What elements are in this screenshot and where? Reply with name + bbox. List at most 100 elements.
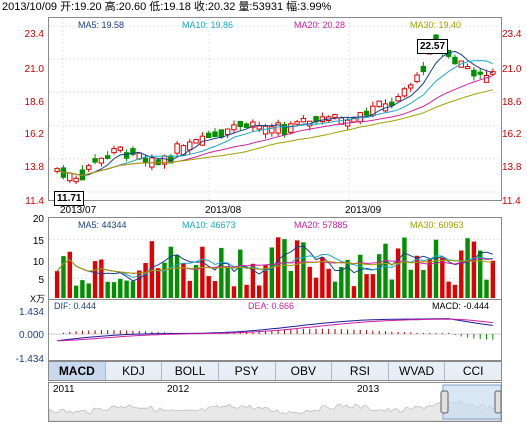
candle-body <box>376 100 382 108</box>
volume-tick: 15 <box>32 236 44 247</box>
volume-bar <box>465 238 470 298</box>
macd-value-label: MACD: -0.444 <box>432 301 490 311</box>
candle-body <box>300 117 307 123</box>
tab-rsi[interactable]: RSI <box>332 362 389 380</box>
overview-area <box>49 400 501 421</box>
price-tick-right: 23.4 <box>502 29 522 40</box>
volume-bar <box>320 257 325 298</box>
volume-bar <box>54 271 60 298</box>
price-tick-right: 13.8 <box>502 162 522 173</box>
volume-bar <box>257 285 262 298</box>
candle-body <box>243 123 250 129</box>
volume-ma5-label: MA5: 44344 <box>78 220 127 230</box>
price-ma30-label: MA30: 19.40 <box>410 20 462 30</box>
price-chart-svg <box>49 18 501 200</box>
candle-body <box>237 120 243 127</box>
volume-bar <box>244 284 249 298</box>
candle-body <box>281 123 288 136</box>
price-tick-left: 23.4 <box>24 29 44 40</box>
volume-ma20-label: MA20: 57885 <box>294 220 348 230</box>
volume-bar <box>313 277 319 298</box>
candle-body <box>332 114 338 118</box>
volume-tick: 5 <box>38 275 44 286</box>
price-x-label-jul: 2013/07 <box>60 205 97 216</box>
volume-bar <box>174 255 180 298</box>
candle-body <box>490 71 496 75</box>
volume-ma30-label: MA30: 60963 <box>410 220 464 230</box>
volume-bar <box>414 255 420 298</box>
volume-bar <box>471 241 477 298</box>
macd-chart-panel[interactable] <box>48 299 502 361</box>
quote-change: 幅:3.99% <box>286 1 332 13</box>
overview-year-2013: 2013 <box>357 384 380 395</box>
volume-bar <box>490 260 496 298</box>
volume-bar <box>181 262 186 298</box>
volume-bar <box>370 274 376 298</box>
tab-obv[interactable]: OBV <box>276 362 333 380</box>
volume-bar <box>99 259 104 298</box>
candle-body <box>414 74 420 82</box>
macd-dif-line <box>57 318 493 342</box>
candle-body <box>205 132 212 139</box>
volume-bar <box>345 259 350 298</box>
tab-kdj[interactable]: KDJ <box>106 362 163 380</box>
volume-bar <box>105 281 110 298</box>
overview-left-handle <box>440 390 449 414</box>
low-price-callout: 11.71 <box>54 191 85 206</box>
volume-chart-svg <box>49 237 501 298</box>
volume-bar <box>484 279 489 298</box>
volume-bar <box>339 267 344 298</box>
price-tick-right: 18.6 <box>502 97 522 108</box>
macd-legend: DIF: 0.444 DEA: 0.666 MACD: -0.444 <box>52 301 497 312</box>
candle-body <box>92 158 98 163</box>
candle-body <box>123 152 130 159</box>
candle-body <box>471 69 477 77</box>
macd-tick-zero: 0.000 <box>18 330 44 341</box>
volume-bar <box>86 283 91 298</box>
tab-macd[interactable]: MACD <box>49 362 106 380</box>
price-x-label-aug: 2013/08 <box>205 205 242 216</box>
volume-tick: 10 <box>32 257 44 268</box>
volume-bar <box>168 246 174 298</box>
volume-bar <box>263 264 268 298</box>
volume-bar <box>389 279 395 298</box>
candle-body <box>104 155 111 159</box>
volume-bar <box>92 261 98 298</box>
price-ma-legend: MA5: 19.58 MA10: 19.86 MA20: 20.28 MA30:… <box>52 20 492 31</box>
overview-svg <box>49 384 501 421</box>
volume-bar <box>478 250 483 298</box>
price-ma10-label: MA10: 19.86 <box>182 20 234 30</box>
tab-boll[interactable]: BOLL <box>162 362 219 380</box>
volume-bar <box>250 263 256 298</box>
volume-bar <box>294 240 300 298</box>
candle-body <box>73 177 79 183</box>
volume-bar <box>124 280 129 298</box>
candle-body <box>288 123 294 133</box>
volume-bar <box>162 262 167 298</box>
quote-close: 收:20.32 <box>193 1 236 13</box>
tab-wvad[interactable]: WVAD <box>389 362 446 380</box>
candle-body <box>408 84 414 89</box>
price-tick-right: 11.4 <box>502 196 521 207</box>
candle-body <box>395 96 401 102</box>
volume-ma30-line <box>56 259 493 274</box>
volume-chart-panel[interactable] <box>48 217 502 301</box>
candle-body <box>262 125 269 135</box>
volume-ma10-line <box>56 253 493 278</box>
price-tick-right: 21.0 <box>502 64 522 75</box>
volume-bar <box>307 266 312 298</box>
price-tick-left: 11.4 <box>25 196 44 207</box>
volume-bar <box>408 269 413 298</box>
macd-dif-label: DIF: 0.444 <box>54 301 97 311</box>
volume-bar <box>395 248 401 298</box>
volume-bar <box>332 281 338 298</box>
volume-bar <box>452 284 458 298</box>
tab-cci[interactable]: CCI <box>462 364 484 378</box>
candle-body <box>401 88 408 97</box>
candle-body <box>218 129 225 138</box>
candle-body <box>477 71 483 75</box>
candle-body <box>193 139 199 144</box>
tab-psy[interactable]: PSY <box>219 362 276 380</box>
price-tick-right: 16.2 <box>502 129 522 140</box>
overview-navigator[interactable]: 2011 2012 2013 <box>48 382 502 422</box>
